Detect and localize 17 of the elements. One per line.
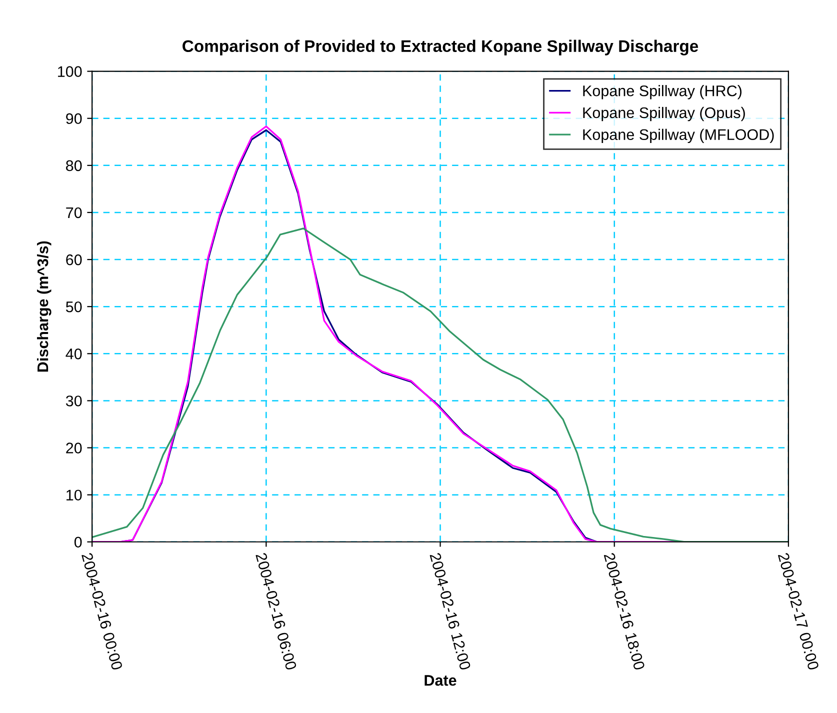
y-tick-label: 10 — [66, 490, 82, 501]
y-tick-label: 0 — [74, 536, 82, 548]
y-tick-label: 30 — [66, 396, 82, 406]
y-tick-label: 20 — [66, 442, 82, 454]
y-tick-label: 80 — [66, 160, 82, 172]
legend-label: Kopane Spillway (HRC) — [583, 85, 742, 100]
legend-label: Kopane Spillway (Opus) — [583, 106, 745, 122]
x-axis-title: Date — [424, 675, 456, 686]
y-tick-label: 60 — [66, 254, 82, 266]
y-tick-label: 40 — [66, 348, 82, 360]
y-axis-title: Discharge (m^3/s) — [36, 241, 52, 372]
chart-title: Comparison of Provided to Extracted Kopane Spillway Discharge — [182, 40, 698, 56]
legend-label: Kopane Spillway (MFLOOD) — [583, 128, 774, 144]
y-tick-label: 90 — [66, 113, 82, 124]
y-tick-label: 100 — [58, 66, 82, 77]
y-tick-label: 70 — [66, 207, 82, 218]
y-tick-label: 50 — [66, 301, 82, 312]
